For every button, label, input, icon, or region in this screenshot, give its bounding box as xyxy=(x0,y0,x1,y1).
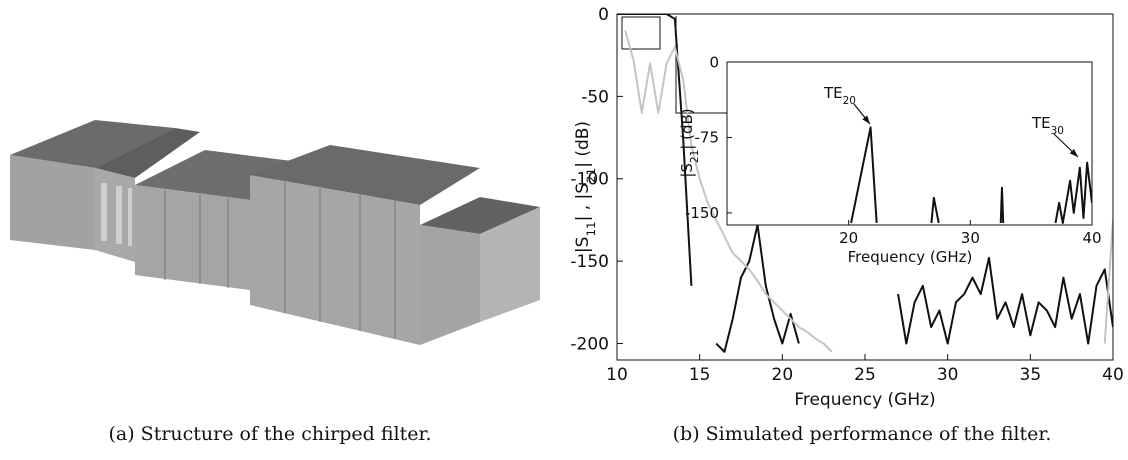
y-tick-label: 0 xyxy=(709,53,719,71)
subscript: 20 xyxy=(843,95,856,107)
y-tick-label: -150 xyxy=(570,252,609,272)
subscript: 11 xyxy=(584,221,598,236)
y-tick-label: -75 xyxy=(695,129,720,147)
x-axis-label: Frequency (GHz) xyxy=(848,248,973,266)
x-tick-label: 40 xyxy=(1082,229,1101,247)
x-tick-label: 10 xyxy=(606,365,628,385)
subscript: 21 xyxy=(584,168,598,183)
x-tick-label: 20 xyxy=(772,365,794,385)
x-tick-label: 35 xyxy=(1020,365,1042,385)
y-tick-label: 0 xyxy=(598,5,609,25)
subscript: 30 xyxy=(1051,125,1064,137)
figure: (a) Structure of the chirped filter. (b)… xyxy=(0,0,1128,460)
chart: 20 30 40 0 -75 -150 Frequency (GHz) |S21| (dB) T… xyxy=(678,53,1102,266)
label-part: | (dB) xyxy=(573,121,593,168)
x-axis-label: Frequency (GHz) xyxy=(794,390,935,410)
caption: (b) Simulated performance of the filter. xyxy=(673,423,1052,445)
subscript: 21 xyxy=(689,150,701,163)
label-part: | (dB) xyxy=(678,108,696,149)
y-tick-label: -50 xyxy=(581,87,609,107)
x-tick-label: 20 xyxy=(839,229,858,247)
x-tick-label: 30 xyxy=(961,229,980,247)
annotation-text: TE xyxy=(823,84,843,102)
y-tick-label: -150 xyxy=(685,204,719,222)
x-tick-label: 30 xyxy=(937,365,959,385)
x-tick-label: 25 xyxy=(854,365,876,385)
x-tick-label: 40 xyxy=(1102,365,1124,385)
y-tick-label: -200 xyxy=(570,334,609,354)
zoom-box xyxy=(622,17,660,49)
label-part: | , |S xyxy=(573,183,593,221)
caption: (a) Structure of the chirped filter. xyxy=(108,423,431,445)
filter-structure xyxy=(10,120,540,345)
inset-background xyxy=(727,62,1092,225)
label-part: |S xyxy=(573,237,593,254)
annotation-text: TE xyxy=(1031,114,1051,132)
x-tick-label: 15 xyxy=(689,365,711,385)
label-part: |S xyxy=(678,163,696,178)
